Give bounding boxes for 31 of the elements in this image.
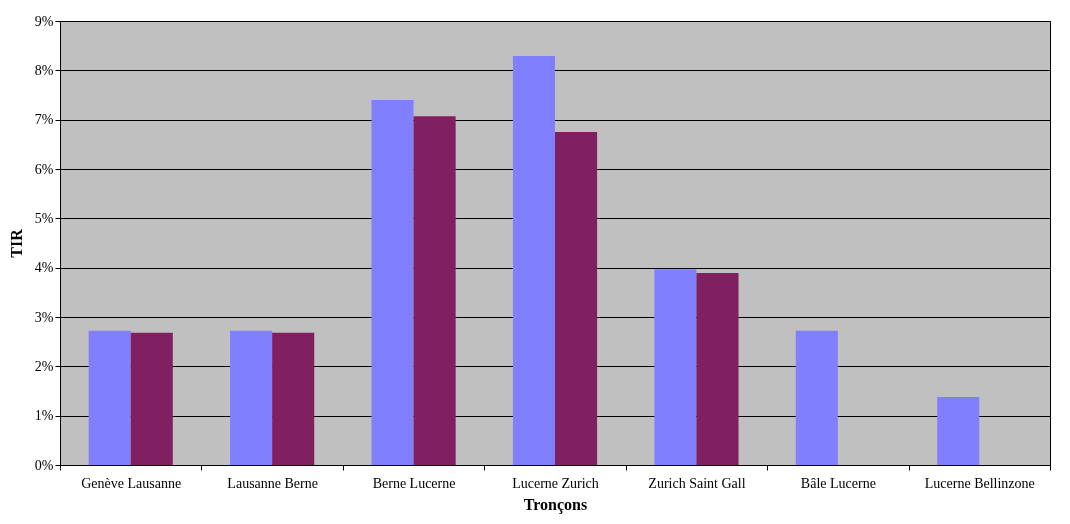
bar	[272, 332, 315, 465]
y-tick-label: 5%	[34, 210, 54, 226]
bar	[230, 330, 273, 465]
y-tick-label: 9%	[34, 13, 54, 29]
y-axis-title: TIR	[7, 228, 25, 258]
y-tick-label: 6%	[34, 161, 54, 177]
y-tick-label: 2%	[34, 358, 54, 374]
x-tick-label: Lucerne Zurich	[512, 475, 599, 491]
y-tick-label: 4%	[34, 260, 54, 276]
y-tick-label: 7%	[34, 112, 54, 128]
x-axis-title: Tronçons	[523, 495, 588, 514]
x-tick-label: Zurich Saint Gall	[648, 475, 746, 491]
x-tick-label: Bâle Lucerne	[800, 475, 876, 491]
x-tick-label: Lausanne Berne	[227, 475, 318, 491]
y-tick-label: 0%	[34, 457, 54, 473]
bar	[130, 332, 173, 465]
bar	[795, 330, 838, 465]
bar	[413, 116, 456, 465]
bar	[512, 56, 555, 465]
bar	[937, 396, 980, 465]
bar	[654, 269, 697, 465]
bar	[555, 132, 598, 465]
x-tick-label: Genève Lausanne	[81, 475, 182, 491]
bar	[696, 273, 739, 465]
x-tick-label: Lucerne Bellinzone	[924, 475, 1035, 491]
y-tick-label: 1%	[34, 408, 54, 424]
x-tick-label: Berne Lucerne	[372, 475, 456, 491]
y-tick-label: 8%	[34, 62, 54, 78]
bar	[88, 330, 131, 465]
y-tick-label: 3%	[34, 309, 54, 325]
bar	[371, 99, 414, 465]
